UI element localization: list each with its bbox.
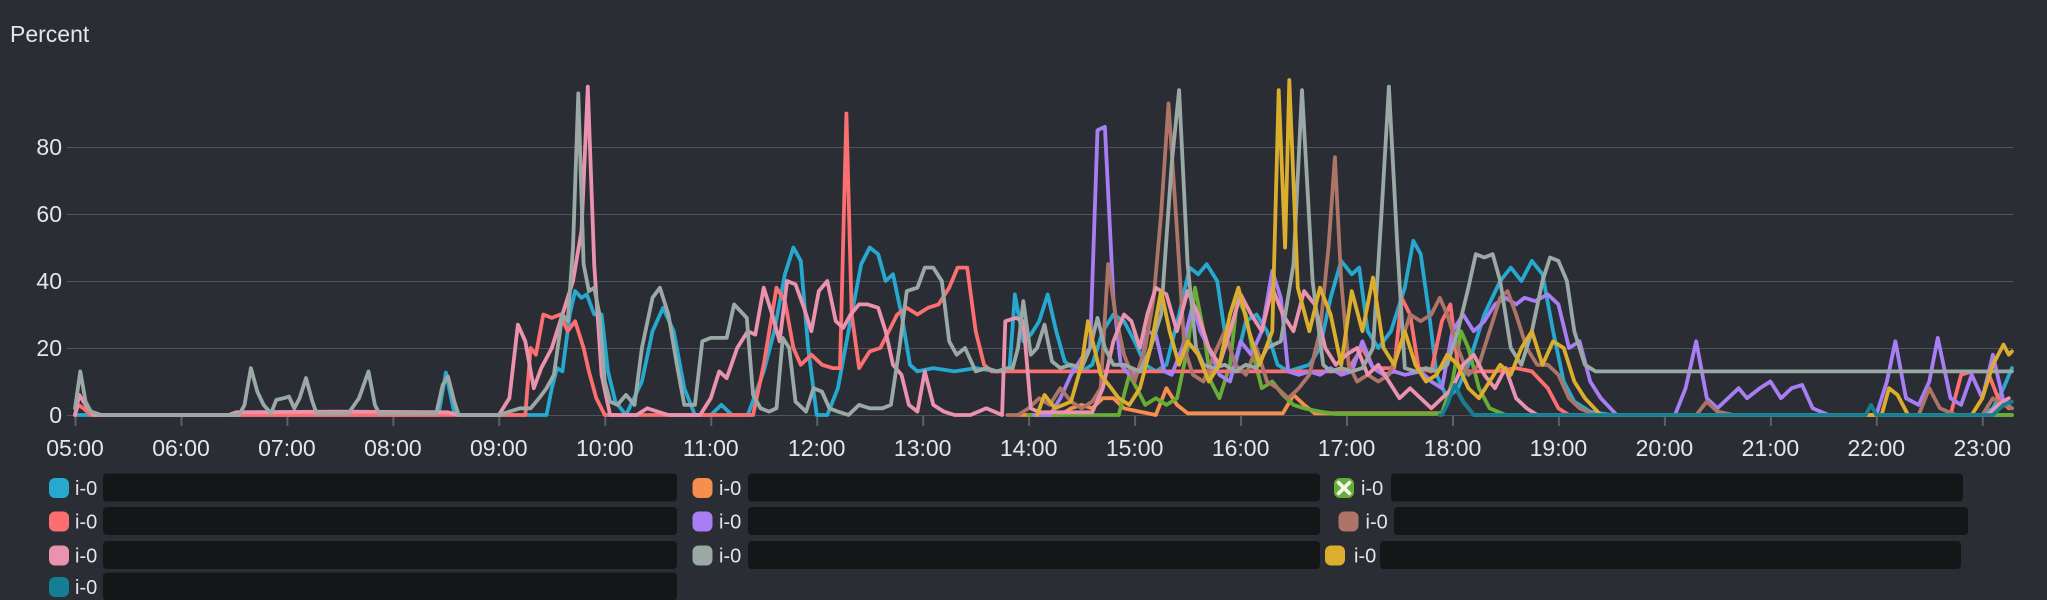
- svg-text:14:00: 14:00: [1000, 435, 1058, 461]
- svg-text:21:00: 21:00: [1742, 435, 1800, 461]
- svg-text:23:00: 23:00: [1954, 435, 2012, 461]
- svg-text:10:00: 10:00: [576, 435, 634, 461]
- svg-text:17:00: 17:00: [1318, 435, 1376, 461]
- svg-text:07:00: 07:00: [258, 435, 316, 461]
- svg-text:60: 60: [36, 201, 62, 227]
- svg-text:i-0: i-0: [75, 577, 97, 599]
- svg-text:12:00: 12:00: [788, 435, 846, 461]
- svg-text:09:00: 09:00: [470, 435, 528, 461]
- svg-text:13:00: 13:00: [894, 435, 952, 461]
- svg-text:19:00: 19:00: [1530, 435, 1588, 461]
- svg-text:20:00: 20:00: [1636, 435, 1694, 461]
- svg-text:i-0: i-0: [1361, 478, 1383, 500]
- svg-text:i-0: i-0: [1366, 512, 1388, 534]
- svg-text:06:00: 06:00: [152, 435, 210, 461]
- svg-text:i-0: i-0: [75, 478, 97, 500]
- svg-text:i-0: i-0: [719, 512, 741, 534]
- svg-text:i-0: i-0: [75, 546, 97, 568]
- svg-text:0: 0: [49, 402, 62, 428]
- svg-text:11:00: 11:00: [683, 435, 739, 461]
- svg-text:18:00: 18:00: [1424, 435, 1482, 461]
- svg-text:Percent: Percent: [10, 21, 90, 47]
- svg-text:i-0: i-0: [75, 512, 97, 534]
- svg-text:i-0: i-0: [719, 546, 741, 568]
- svg-text:15:00: 15:00: [1106, 435, 1164, 461]
- svg-text:05:00: 05:00: [46, 435, 104, 461]
- svg-text:i-0: i-0: [1354, 546, 1376, 568]
- svg-text:80: 80: [36, 134, 62, 160]
- svg-text:08:00: 08:00: [364, 435, 422, 461]
- svg-text:40: 40: [36, 268, 62, 294]
- svg-text:22:00: 22:00: [1848, 435, 1906, 461]
- svg-text:16:00: 16:00: [1212, 435, 1270, 461]
- svg-text:i-0: i-0: [719, 478, 741, 500]
- svg-text:20: 20: [36, 335, 62, 361]
